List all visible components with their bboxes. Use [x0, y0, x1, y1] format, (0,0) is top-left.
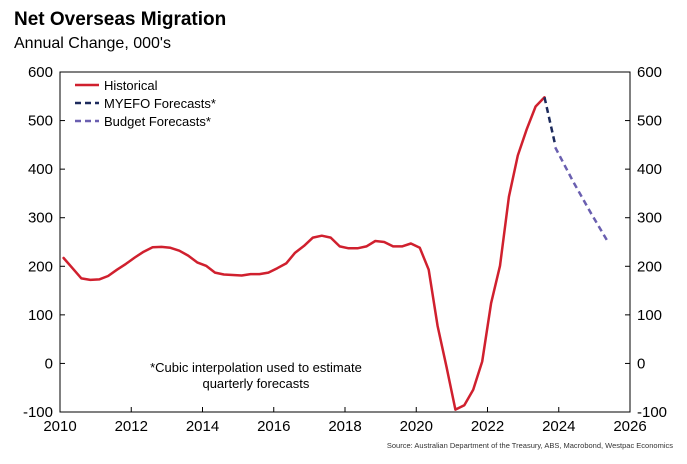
x-tick-label: 2022 [471, 418, 504, 435]
y-tick-label-right: 200 [637, 258, 662, 275]
y-tick-label-right: 400 [637, 161, 662, 178]
y-tick-label-left: 0 [45, 355, 53, 372]
annotation-text: quarterly forecasts [202, 376, 309, 391]
chart-subtitle: Annual Change, 000's [14, 35, 171, 52]
y-tick-label-left: 400 [28, 161, 53, 178]
series-line-myefo-forecasts [543, 97, 557, 146]
y-tick-label-right: -100 [637, 404, 667, 421]
x-tick-label: 2026 [613, 418, 646, 435]
x-tick-label: 2010 [43, 418, 76, 435]
y-tick-label-right: 500 [637, 113, 662, 130]
x-tick-label: 2016 [257, 418, 290, 435]
chart-title: Net Overseas Migration [14, 9, 227, 30]
series-line-historical [62, 96, 546, 411]
annotation-text: *Cubic interpolation used to estimate [150, 360, 362, 375]
y-tick-label-right: 300 [637, 210, 662, 227]
y-tick-label-right: 0 [637, 355, 645, 372]
y-tick-label-left: 600 [28, 64, 53, 81]
legend-label: Budget Forecasts* [104, 114, 211, 129]
x-tick-label: 2012 [115, 418, 148, 435]
legend-label: Historical [104, 78, 158, 93]
x-tick-label: 2020 [400, 418, 433, 435]
y-tick-label-left: 300 [28, 210, 53, 227]
legend-label: MYEFO Forecasts* [104, 96, 216, 111]
x-tick-label: 2014 [186, 418, 219, 435]
y-tick-label-left: 100 [28, 307, 53, 324]
y-tick-label-left: 200 [28, 258, 53, 275]
series-line-budget-forecasts [554, 146, 610, 244]
x-tick-label: 2024 [542, 418, 575, 435]
y-tick-label-right: 100 [637, 307, 662, 324]
source-note: Source: Australian Department of the Tre… [386, 441, 673, 450]
y-tick-label-left: 500 [28, 113, 53, 130]
y-tick-label-left: -100 [23, 404, 53, 421]
y-tick-label-right: 600 [637, 64, 662, 81]
x-tick-label: 2018 [328, 418, 361, 435]
